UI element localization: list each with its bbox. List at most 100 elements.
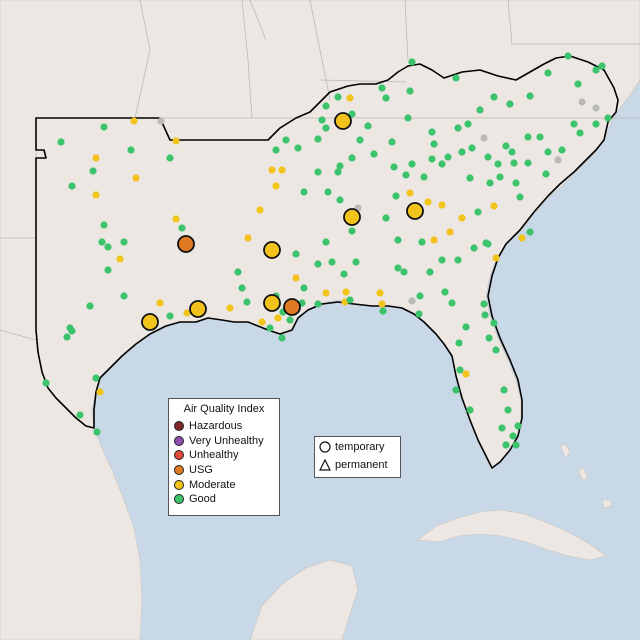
site-marker[interactable] xyxy=(468,144,476,152)
site-marker[interactable] xyxy=(322,238,330,246)
site-marker[interactable] xyxy=(300,188,308,196)
temporary-site-marker[interactable] xyxy=(141,313,159,331)
site-marker[interactable] xyxy=(274,314,282,322)
site-marker[interactable] xyxy=(379,307,387,315)
site-marker[interactable] xyxy=(382,94,390,102)
site-marker[interactable] xyxy=(508,148,516,156)
site-marker[interactable] xyxy=(68,327,76,335)
site-marker[interactable] xyxy=(324,188,332,196)
site-marker[interactable] xyxy=(278,334,286,342)
site-marker[interactable] xyxy=(400,268,408,276)
site-marker[interactable] xyxy=(226,304,234,312)
site-marker[interactable] xyxy=(454,124,462,132)
site-marker[interactable] xyxy=(470,244,478,252)
site-marker[interactable] xyxy=(441,288,449,296)
site-marker[interactable] xyxy=(462,370,470,378)
site-marker[interactable] xyxy=(544,148,552,156)
site-marker[interactable] xyxy=(256,206,264,214)
site-marker[interactable] xyxy=(394,264,402,272)
site-marker[interactable] xyxy=(346,94,354,102)
site-marker[interactable] xyxy=(544,69,552,77)
site-marker[interactable] xyxy=(570,120,578,128)
site-marker[interactable] xyxy=(420,173,428,181)
site-marker[interactable] xyxy=(130,117,138,125)
site-marker[interactable] xyxy=(490,319,498,327)
site-marker[interactable] xyxy=(444,153,452,161)
site-marker[interactable] xyxy=(524,133,532,141)
site-marker[interactable] xyxy=(334,168,342,176)
site-marker[interactable] xyxy=(466,174,474,182)
site-marker[interactable] xyxy=(502,441,510,449)
site-marker[interactable] xyxy=(382,214,390,222)
site-marker[interactable] xyxy=(376,289,384,297)
site-marker[interactable] xyxy=(536,133,544,141)
site-marker[interactable] xyxy=(127,146,135,154)
site-marker[interactable] xyxy=(300,284,308,292)
temporary-site-marker[interactable] xyxy=(334,112,352,130)
temporary-site-marker[interactable] xyxy=(189,300,207,318)
site-marker[interactable] xyxy=(558,146,566,154)
site-marker[interactable] xyxy=(490,202,498,210)
site-marker[interactable] xyxy=(352,258,360,266)
site-marker[interactable] xyxy=(564,52,572,60)
site-marker[interactable] xyxy=(92,191,100,199)
site-marker[interactable] xyxy=(514,422,522,430)
site-marker[interactable] xyxy=(486,179,494,187)
site-marker[interactable] xyxy=(498,424,506,432)
site-marker[interactable] xyxy=(496,173,504,181)
site-marker[interactable] xyxy=(512,179,520,187)
site-marker[interactable] xyxy=(484,240,492,248)
site-marker[interactable] xyxy=(314,168,322,176)
site-marker[interactable] xyxy=(542,170,550,178)
site-marker[interactable] xyxy=(104,243,112,251)
temporary-site-marker[interactable] xyxy=(263,294,281,312)
site-marker[interactable] xyxy=(574,80,582,88)
site-marker[interactable] xyxy=(172,137,180,145)
site-marker[interactable] xyxy=(156,299,164,307)
site-marker[interactable] xyxy=(100,221,108,229)
site-marker[interactable] xyxy=(104,266,112,274)
site-marker[interactable] xyxy=(456,366,464,374)
site-marker[interactable] xyxy=(57,138,65,146)
site-marker[interactable] xyxy=(526,92,534,100)
site-marker[interactable] xyxy=(292,274,300,282)
site-marker[interactable] xyxy=(480,134,488,142)
site-marker[interactable] xyxy=(446,228,454,236)
site-marker[interactable] xyxy=(120,292,128,300)
site-marker[interactable] xyxy=(598,62,606,70)
temporary-site-marker[interactable] xyxy=(343,208,361,226)
site-marker[interactable] xyxy=(378,84,386,92)
site-marker[interactable] xyxy=(243,298,251,306)
site-marker[interactable] xyxy=(96,388,104,396)
site-marker[interactable] xyxy=(100,123,108,131)
site-marker[interactable] xyxy=(490,93,498,101)
site-marker[interactable] xyxy=(92,374,100,382)
site-marker[interactable] xyxy=(480,300,488,308)
site-marker[interactable] xyxy=(390,163,398,171)
site-marker[interactable] xyxy=(286,316,294,324)
site-marker[interactable] xyxy=(518,234,526,242)
site-marker[interactable] xyxy=(576,129,584,137)
site-marker[interactable] xyxy=(234,268,242,276)
site-marker[interactable] xyxy=(314,300,322,308)
site-marker[interactable] xyxy=(438,256,446,264)
site-marker[interactable] xyxy=(592,120,600,128)
site-marker[interactable] xyxy=(506,100,514,108)
site-marker[interactable] xyxy=(76,411,84,419)
site-marker[interactable] xyxy=(402,171,410,179)
site-marker[interactable] xyxy=(408,297,416,305)
site-marker[interactable] xyxy=(484,153,492,161)
site-marker[interactable] xyxy=(452,74,460,82)
site-marker[interactable] xyxy=(63,333,71,341)
site-marker[interactable] xyxy=(428,128,436,136)
site-marker[interactable] xyxy=(98,238,106,246)
site-marker[interactable] xyxy=(336,196,344,204)
site-marker[interactable] xyxy=(476,106,484,114)
temporary-site-marker[interactable] xyxy=(263,241,281,259)
site-marker[interactable] xyxy=(388,138,396,146)
site-marker[interactable] xyxy=(68,182,76,190)
site-marker[interactable] xyxy=(322,124,330,132)
site-marker[interactable] xyxy=(438,201,446,209)
site-marker[interactable] xyxy=(526,228,534,236)
